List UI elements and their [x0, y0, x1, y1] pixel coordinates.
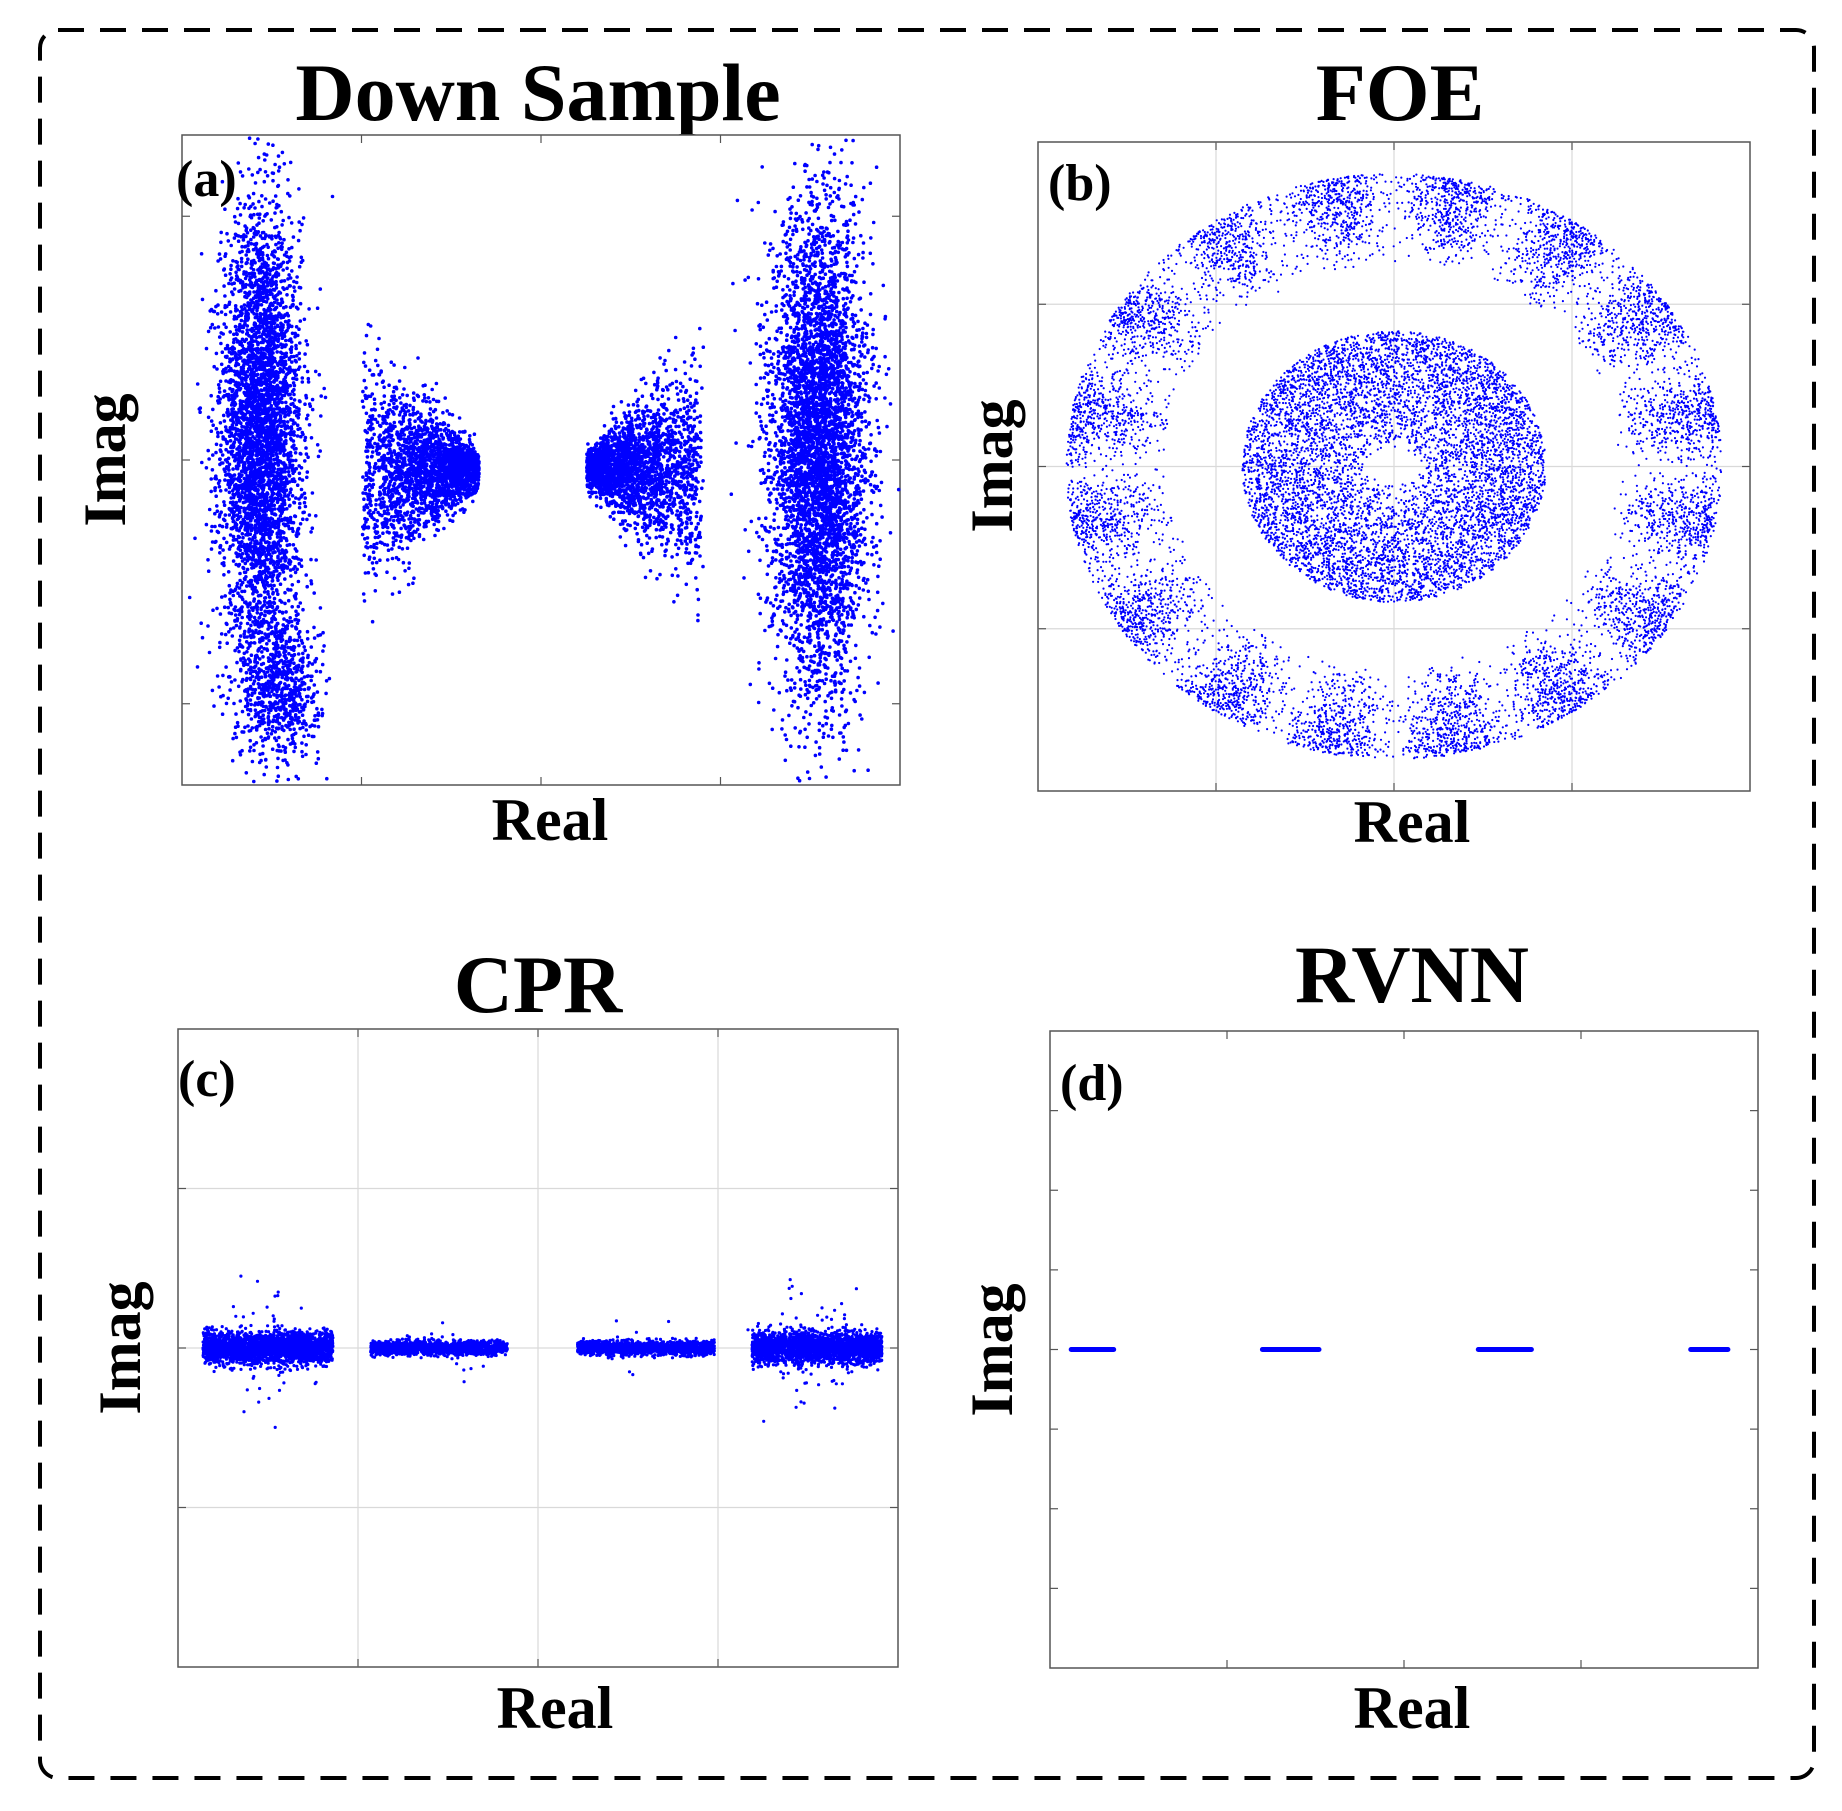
- cluster-left-outer: [187, 136, 335, 784]
- panel-d-xlabel: Real: [1354, 1675, 1471, 1741]
- panel-a-points: [187, 136, 901, 784]
- cluster-c1: [201, 1274, 335, 1429]
- panel-b-title: FOE: [1316, 47, 1485, 138]
- panel-b-points: [1065, 173, 1723, 760]
- panel-d-ylabel: Imag: [959, 1283, 1025, 1416]
- cluster-c3: [576, 1319, 716, 1377]
- panel-c-label: (c): [178, 1051, 236, 1108]
- panel-b-xlabel: Real: [1354, 789, 1471, 855]
- panel-b: FOE (b) Real Imag: [959, 47, 1751, 855]
- outer-dashed-frame: [38, 28, 1816, 1780]
- panel-c-ylabel: Imag: [87, 1281, 153, 1414]
- panel-b-label: (b): [1048, 155, 1112, 212]
- panel-d-ticks: [1050, 1031, 1758, 1668]
- ring-inner-disc: [1241, 330, 1546, 603]
- panel-a-ylabel: Imag: [72, 393, 138, 526]
- cluster-c4: [746, 1278, 884, 1423]
- panel-d-label: (d): [1060, 1055, 1124, 1112]
- panel-b-ylabel: Imag: [959, 399, 1025, 532]
- panel-c: CPR (c) Real Imag: [87, 939, 899, 1741]
- panel-d-title: RVNN: [1295, 929, 1529, 1020]
- panel-c-title: CPR: [454, 939, 623, 1030]
- panel-a-label: (a): [176, 151, 237, 208]
- ring-outer-ring: [1065, 173, 1723, 760]
- cluster-left-outer-tail: [215, 564, 332, 783]
- panel-d-axes-box: [1049, 1030, 1759, 1669]
- panel-d: RVNN (d) Real Imag: [959, 929, 1759, 1741]
- panel-a-title: Down Sample: [295, 47, 780, 138]
- cluster-left-inner: [360, 322, 481, 624]
- panel-a-xlabel: Real: [492, 787, 609, 853]
- panel-c-xlabel: Real: [497, 1675, 614, 1741]
- cluster-right-outer: [729, 138, 901, 783]
- panel-a-ticks: [182, 135, 900, 785]
- cluster-right-inner: [585, 326, 706, 623]
- cluster-c2: [369, 1321, 509, 1384]
- panel-a: Down Sample (a) Real Imag: [72, 47, 901, 853]
- panel-c-points: [201, 1274, 884, 1429]
